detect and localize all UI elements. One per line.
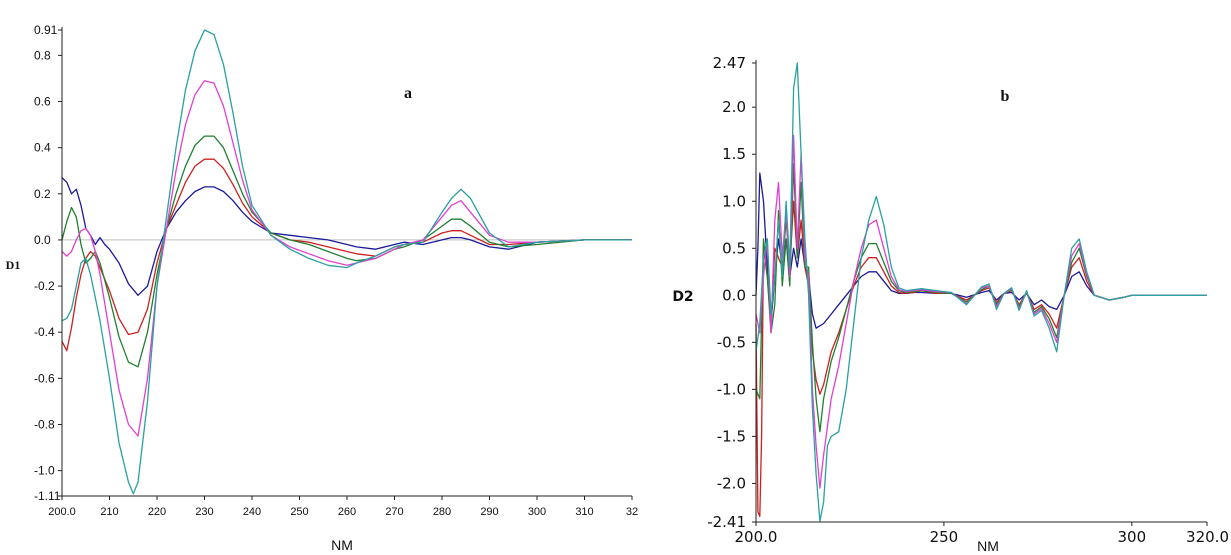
chart-a-x-tick-labels: 200.0 210 220 230 240 250 260 270 280 290 300 310 32 [48, 506, 638, 518]
chart-b-x-tick-label: 200.0 [735, 528, 778, 546]
chart-b-y-tick-label: -2.0 [717, 474, 746, 492]
chart-b-x-tick-label: 320.0 [1186, 528, 1229, 546]
chart-a-y-tick-label: -0.2 [34, 279, 55, 293]
chart-a-y-tick-label: -0.4 [34, 325, 55, 339]
chart-a-x-tick-label: 270 [385, 506, 403, 518]
chart-b-series-line-1 [755, 172, 1207, 329]
chart-b-x-tick-label: 300 [1118, 528, 1147, 546]
chart-a-x-tick-label: 210 [100, 506, 118, 518]
chart-a-y-tick-label: -1.11 [34, 489, 61, 503]
chart-b-y-tick-label: 0.5 [722, 239, 746, 257]
chart-a-x-tick-label: 32 [626, 506, 638, 518]
chart-b-series-line-2 [755, 200, 1207, 518]
chart-a-y-tick-label: 0.0 [34, 233, 51, 247]
chart-a-y-tick-label: -0.8 [34, 417, 55, 431]
chart-a-panel-label: a [404, 85, 412, 102]
chart-a-x-tick-label: 280 [433, 506, 451, 518]
chart-a-y-tick-label: 0.6 [34, 95, 51, 109]
chart-b-y-tick-label: -1.5 [717, 427, 746, 445]
chart-a-series-line-1 [61, 177, 632, 296]
chart-b-axes [752, 60, 1208, 526]
chart-a-y-tick-label: 0.4 [34, 141, 51, 155]
chart-b-series-line-4 [755, 134, 1207, 489]
chart-b-y-tick-label: 2.47 [713, 54, 746, 72]
chart-b-y-tick-label: 1.5 [722, 145, 746, 163]
chart-b-y-tick-label: -2.41 [707, 513, 746, 531]
chart-a-x-tick-label: 230 [195, 506, 213, 518]
chart-a-xlabel: NM [331, 537, 353, 553]
chart-a-y-tick-label: 0.91 [34, 23, 58, 37]
chart-b-y-tick-label: -0.5 [717, 333, 746, 351]
chart-a-series-line-5 [61, 29, 632, 495]
chart-b-x-tick-labels: 200.0 250 300 320.0 [735, 528, 1229, 546]
chart-a-y-tick-label: -0.6 [34, 371, 55, 385]
chart-a-y-tick-labels: 0.91 0.8 0.6 0.4 0.2 0.0 -0.2 -0.4 -0.6 -0.8 -1.0 -… [34, 23, 61, 503]
chart-a-x-tick-label: 300 [528, 506, 546, 518]
chart-b-y-tick-label: 1.0 [722, 192, 746, 210]
chart-b-y-tick-label: -1.0 [717, 380, 746, 398]
chart-a-x-tick-label: 200.0 [48, 506, 76, 518]
chart-a-ylabel: D1 [6, 258, 21, 272]
chart-a-x-tick-label: 220 [148, 506, 166, 518]
chart-a-y-tick-label: 0.2 [34, 187, 51, 201]
chart-a-x-tick-label: 310 [575, 506, 593, 518]
chart-b-y-tick-label: 2.0 [722, 98, 746, 116]
chart-a-series-group [61, 29, 632, 495]
chart-b-ylabel: D2 [672, 289, 693, 305]
chart-b-y-tick-label: 0.0 [722, 286, 746, 304]
chart-a-series-line-4 [61, 80, 632, 437]
chart-b-x-tick-label: 250 [930, 528, 959, 546]
chart-b-series-line-3 [755, 162, 1207, 433]
chart-a-series-line-2 [61, 158, 632, 352]
chart-a-x-tick-label: 240 [243, 506, 261, 518]
chart-a-x-tick-label: 260 [338, 506, 356, 518]
chart-b-series-line-5 [755, 62, 1207, 522]
chart-a-y-tick-label: 0.8 [34, 48, 51, 62]
chart-b-xlabel: NM [977, 538, 999, 554]
chart-a-x-tick-label: 250 [290, 506, 308, 518]
chart-b-series-group [755, 62, 1207, 522]
chart-b-y-tick-labels: 2.47 2.0 1.5 1.0 0.5 0.0 -0.5 -1.0 -1.5 -2.0 -2.41 [707, 54, 746, 531]
chart-b-panel-label: b [1001, 88, 1010, 105]
chart-a-y-tick-label: -1.0 [34, 464, 55, 478]
chart-panel-a: 0.91 0.8 0.6 0.4 0.2 0.0 -0.2 -0.4 -0.6 -0.8 -1.0 -… [6, 23, 638, 553]
chart-panel-b: 2.47 2.0 1.5 1.0 0.5 0.0 -0.5 -1.0 -1.5 -2.0 -2.41… [672, 54, 1229, 554]
chart-a-x-tick-label: 290 [480, 506, 498, 518]
chart-a-axes [58, 27, 633, 500]
